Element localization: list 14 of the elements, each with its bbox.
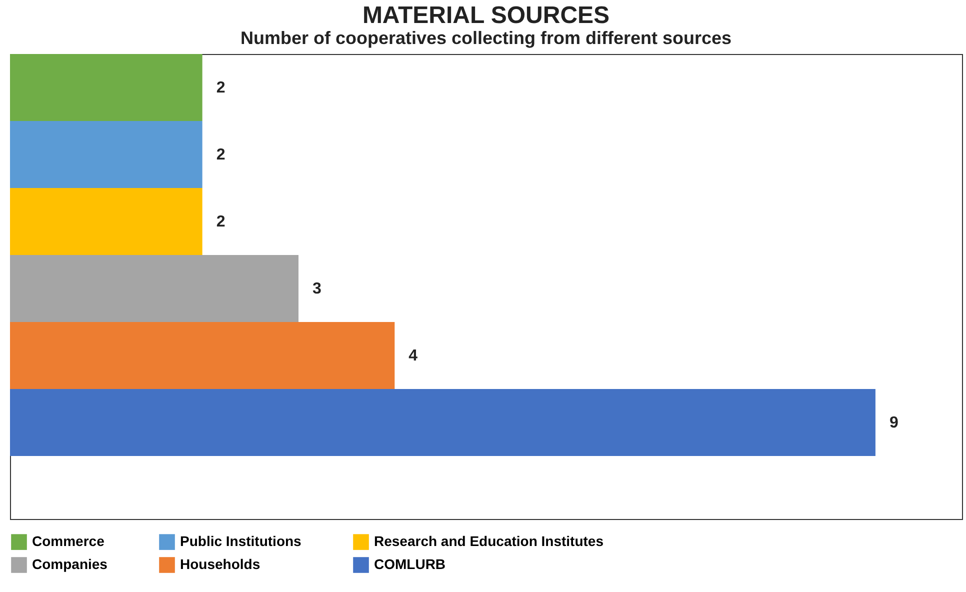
data-label: 2 xyxy=(216,214,226,230)
data-label: 4 xyxy=(408,348,418,364)
chart-subtitle: Number of cooperatives collecting from different sources xyxy=(240,28,732,48)
data-label: 9 xyxy=(889,414,898,432)
legend-label: COMLURB xyxy=(374,556,446,572)
legend-label: Commerce xyxy=(32,533,105,550)
chart-title: MATERIAL SOURCES xyxy=(362,2,610,29)
data-label: 2 xyxy=(216,80,226,96)
data-label: 3 xyxy=(312,280,322,298)
legend-label: Households xyxy=(180,556,260,572)
legend-label: Companies xyxy=(32,556,108,572)
legend-label: Research and Education Institutes xyxy=(374,533,604,550)
legend-label: Public Institutions xyxy=(180,533,302,550)
data-label: 2 xyxy=(216,146,226,164)
